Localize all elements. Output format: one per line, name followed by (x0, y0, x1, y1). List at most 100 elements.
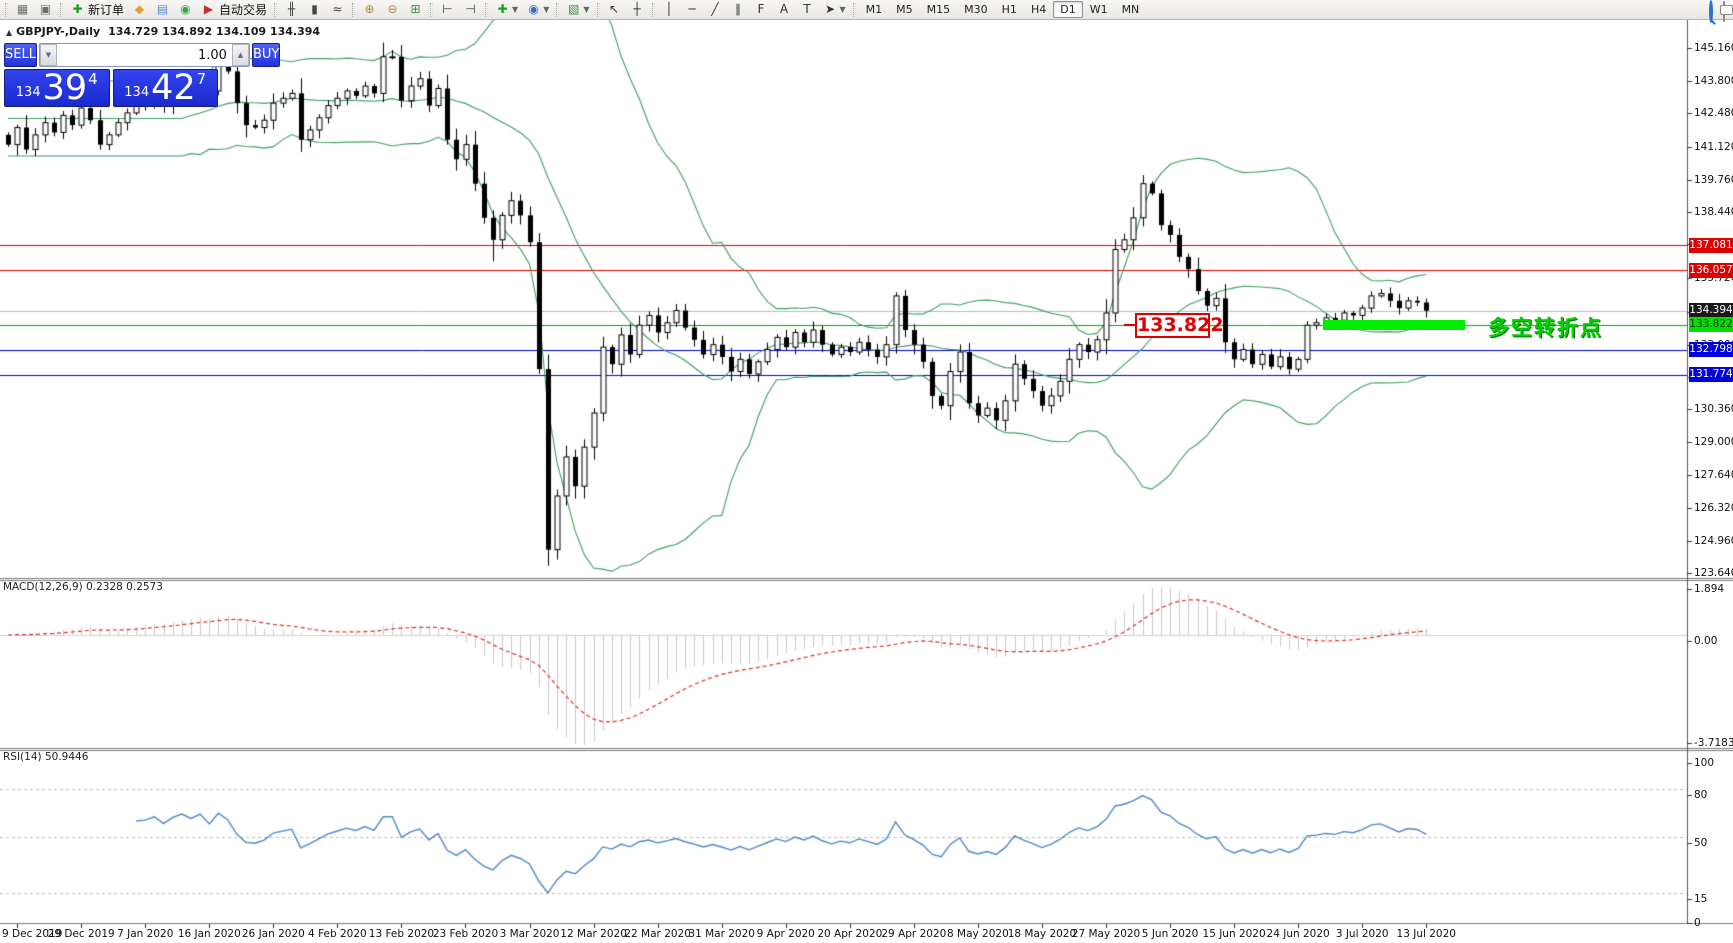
zoom-in-icon[interactable]: ⊕ (364, 2, 375, 16)
date-axis-label: 29 Dec 2019 (47, 928, 115, 940)
buy-price-figure: 134 (124, 85, 150, 100)
date-axis-label: 7 Jan 2020 (117, 928, 174, 940)
price-axis-tick: 142.480 (1694, 107, 1733, 120)
timeframe-button-m1[interactable]: M1 (865, 3, 883, 16)
indicators-icon[interactable]: ✚ ▼ (497, 2, 519, 16)
zone-annotation-text[interactable]: 多空转折点 (1488, 315, 1603, 340)
date-axis-label: 26 Jan 2020 (241, 928, 305, 940)
price-axis-tick: 123.640 (1694, 567, 1733, 580)
price-level-value: 133.822 (1137, 313, 1224, 336)
price-badge-136.057: 136.057 (1689, 262, 1733, 278)
buy-button[interactable]: BUY (251, 43, 281, 67)
indicator-axis-tick: 50 (1694, 837, 1708, 849)
volume-decrease-button[interactable]: ▼ (39, 44, 57, 66)
fibonacci-icon[interactable]: F (757, 2, 765, 16)
date-axis-label: 24 Jun 2020 (1266, 928, 1330, 940)
price-axis-tick: 126.320 (1694, 501, 1733, 514)
date-axis-label: 3 Mar 2020 (499, 928, 560, 940)
candlestick-chart-icon[interactable]: ▮ (311, 2, 318, 16)
timeframe-button-h4[interactable]: H4 (1030, 3, 1047, 16)
auto-trading-button[interactable]: ▶ 自动交易 (203, 2, 268, 17)
styles-icon[interactable]: ◆ (134, 2, 145, 16)
date-axis-label: 23 Feb 2020 (432, 928, 499, 940)
price-badge-137.081: 137.081 (1689, 237, 1733, 253)
bar-chart-icon[interactable]: ╫ (287, 2, 296, 16)
new-order-button[interactable]: ✚ 新订单 (72, 2, 125, 17)
timeframe-button-h1[interactable]: H1 (1001, 3, 1017, 16)
trendline-icon[interactable]: ╱ (711, 2, 719, 16)
date-axis-label: 15 Jun 2020 (1202, 928, 1266, 940)
indicator-axis-tick: -3.7183 (1694, 737, 1733, 749)
text-label-icon[interactable]: T (803, 2, 811, 16)
collapse-arrow-icon[interactable]: ▲ (6, 28, 13, 37)
toolbar-group-handle[interactable] (556, 2, 560, 17)
price-axis-tick: 145.160 (1694, 42, 1733, 54)
volume-input[interactable] (56, 44, 232, 66)
toolbar-group-handle[interactable] (430, 2, 434, 17)
publish-icon[interactable]: ▤ (156, 2, 169, 16)
line-chart-icon[interactable]: ≈ (332, 2, 343, 16)
horizontal-line-icon[interactable]: ─ (688, 2, 696, 16)
channel-icon[interactable]: ∥ (735, 2, 741, 16)
volume-increase-button[interactable]: ▲ (231, 44, 249, 66)
price-axis-tick: 130.360 (1694, 403, 1733, 416)
support-zone-bar[interactable] (1323, 319, 1465, 330)
date-axis-label: 20 Apr 2020 (817, 928, 883, 940)
periods-icon[interactable]: ◉ ▼ (528, 2, 550, 16)
sell-button[interactable]: SELL (4, 43, 37, 67)
timeframe-button-d1[interactable]: D1 (1053, 1, 1083, 18)
date-axis-label: 31 Mar 2020 (688, 928, 755, 940)
buy-price-pips: 42 (151, 67, 196, 108)
toolbar-group-handle[interactable] (485, 2, 489, 17)
price-axis-tick: 141.120 (1694, 140, 1733, 153)
indicator-axis-tick: 1.894 (1694, 583, 1725, 595)
price-axis-tick: 139.760 (1694, 173, 1733, 186)
date-axis-label: 16 Jan 2020 (177, 928, 241, 940)
date-axis-label: 27 May 2020 (1071, 928, 1141, 940)
buy-price-display[interactable]: 134 42 7 (112, 67, 218, 108)
timeframe-button-mn[interactable]: MN (1121, 3, 1140, 16)
zoom-out-icon[interactable]: ⊖ (387, 2, 398, 16)
date-axis-label: 13 Jul 2020 (1396, 928, 1456, 940)
toolbar-group-handle[interactable] (352, 2, 356, 17)
timeframe-button-m5[interactable]: M5 (896, 3, 913, 16)
arrow-tools-icon[interactable]: ➤ ▼ (824, 2, 846, 16)
toolbar-group-handle[interactable] (5, 2, 8, 17)
chart-shift-icon[interactable]: ⊣ (465, 2, 476, 16)
toolbar-group-handle[interactable] (596, 2, 600, 17)
indicator-axis-tick: 0.00 (1694, 635, 1718, 647)
volume-stepper: ▼ ▲ (38, 43, 250, 67)
text-icon[interactable]: A (779, 2, 789, 16)
timeframe-button-m15[interactable]: M15 (926, 3, 951, 16)
sell-price-pips: 39 (42, 67, 88, 108)
toolbar-group-handle[interactable] (651, 2, 655, 17)
sell-price-display[interactable]: 134 39 4 (4, 69, 110, 107)
chat-icon[interactable] (1723, 1, 1725, 22)
vertical-line-icon[interactable]: │ (665, 2, 673, 16)
timeframe-button-m30[interactable]: M30 (964, 3, 988, 16)
indicator-axis-tick: 0 (1694, 917, 1701, 929)
date-axis-label: 4 Feb 2020 (308, 928, 367, 940)
search-icon[interactable] (1709, 0, 1713, 23)
tile-windows-icon[interactable]: ⊞ (410, 2, 421, 16)
chart-list-icon[interactable]: ▣ (39, 2, 52, 16)
templates-icon[interactable]: ▧ ▼ (568, 2, 590, 16)
date-axis-label: 13 Feb 2020 (368, 928, 435, 940)
indicator-axis-tick: 100 (1694, 757, 1715, 769)
signals-icon[interactable]: ◉ (180, 2, 191, 16)
sell-price-figure: 134 (15, 85, 41, 100)
toolbar: ▦ ▣ ✚ 新订单 ◆ ▤ ◉ ▶ 自动交易 ╫ ▮ ≈ ⊕ ⊖ ⊞ ⊢ ⊣ ✚ ▼ ◉ ▼ ▧ ▼ ↖ ┼ │ ─ ╱ ∥ F A T ➤ ▼ M… (0, 0, 1733, 23)
toolbar-group-handle[interactable] (274, 2, 278, 17)
price-axis-tick: 127.640 (1694, 469, 1733, 482)
new-chart-icon[interactable]: ▦ (16, 2, 29, 16)
toolbar-group-handle[interactable] (60, 2, 63, 17)
cursor-icon[interactable]: ↖ (608, 2, 620, 16)
auto-scroll-icon[interactable]: ⊢ (442, 2, 453, 16)
timeframe-button-w1[interactable]: W1 (1089, 3, 1108, 16)
price-level-callout[interactable]: 133.822 (1124, 312, 1224, 338)
price-axis-tick: 129.000 (1694, 436, 1733, 449)
crosshair-icon[interactable]: ┼ (633, 2, 641, 16)
